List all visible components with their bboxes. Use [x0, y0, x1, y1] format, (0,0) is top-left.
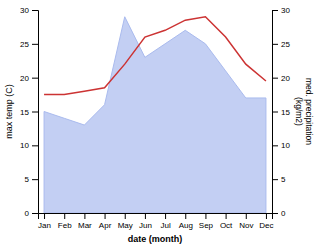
y-axis-title: max temp (C) — [4, 84, 14, 139]
tick-mark — [32, 10, 38, 11]
plot: Jan Feb Mar Apr May Jun Jul Aug Sep Oct Nov Dec 0 5 10… — [20, 6, 290, 230]
tick-mark — [226, 213, 227, 219]
tick-mark — [32, 44, 38, 45]
tick: Apr — [99, 213, 112, 230]
chart: Jan Feb Mar Apr May Jun Jul Aug Sep Oct Nov Dec 0 5 10… — [0, 0, 318, 247]
y-axis: 0 5 10 15 20 25 30 — [20, 6, 38, 218]
tick-mark — [145, 213, 146, 219]
tick-mark — [32, 112, 38, 113]
tick: May — [118, 213, 133, 230]
tick-label: Apr — [99, 221, 112, 230]
tick-mark — [272, 112, 278, 113]
tick: 0 — [272, 209, 286, 218]
tick: 20 — [20, 74, 38, 83]
tick: 0 — [25, 209, 38, 218]
axis-line — [39, 214, 273, 220]
tick-label: 0 — [25, 209, 30, 218]
tick: Jul — [160, 213, 170, 230]
tick-mark — [32, 213, 38, 214]
tick-label: 15 — [20, 108, 29, 117]
tick-label: 5 — [281, 175, 286, 184]
tick: Feb — [58, 213, 72, 230]
tick-mark — [185, 213, 186, 219]
tick-mark — [272, 179, 278, 180]
tick: 30 — [20, 6, 38, 15]
tick-label: 10 — [281, 141, 290, 150]
tick: 10 — [272, 141, 290, 150]
x-axis-title: date (month) — [128, 234, 183, 244]
tick: Dec — [259, 213, 273, 230]
tick-label: 10 — [20, 141, 29, 150]
tick-label: Jul — [160, 221, 170, 230]
tick: Sep — [199, 213, 214, 230]
tick-label: 5 — [25, 175, 30, 184]
tick-mark — [266, 213, 267, 219]
tick-mark — [205, 213, 206, 219]
axis-line — [273, 11, 279, 214]
tick-label: 0 — [281, 209, 286, 218]
tick: 15 — [272, 108, 290, 117]
tick-label: Aug — [179, 221, 193, 230]
marks — [44, 17, 266, 213]
tick-label: 25 — [20, 40, 29, 49]
tick-mark — [32, 78, 38, 79]
tick-mark — [246, 213, 247, 219]
tick: 25 — [20, 40, 38, 49]
precipitation-area — [44, 17, 266, 213]
axis-line — [32, 11, 39, 214]
tick-mark — [44, 213, 45, 219]
tick-label: Nov — [239, 221, 253, 230]
tick-mark — [64, 213, 65, 219]
tick-label: 15 — [281, 108, 290, 117]
tick: 20 — [272, 74, 290, 83]
tick-mark — [32, 145, 38, 146]
tick-mark — [84, 213, 85, 219]
tick-label: Oct — [220, 221, 233, 230]
tick-label: Jun — [139, 221, 152, 230]
tick-mark — [105, 213, 106, 219]
y2-axis: 0 5 10 15 20 25 30 — [272, 6, 290, 218]
tick-mark — [32, 179, 38, 180]
tick-mark — [272, 213, 278, 214]
tick-mark — [272, 10, 278, 11]
tick-label: May — [118, 221, 133, 230]
tick: Jan — [38, 213, 51, 230]
tick: Mar — [78, 213, 92, 230]
tick-label: Sep — [199, 221, 214, 230]
tick-label: Jan — [38, 221, 51, 230]
tick-mark — [125, 213, 126, 219]
tick-label: 25 — [281, 40, 290, 49]
tick: 10 — [20, 141, 38, 150]
tick: 5 — [272, 175, 286, 184]
tick-mark — [272, 145, 278, 146]
tick: 25 — [272, 40, 290, 49]
tick-label: 30 — [281, 6, 290, 15]
tick-label: 20 — [281, 74, 290, 83]
tick-label: Feb — [58, 221, 72, 230]
y2-axis-title: med. precipitation(kg/m2) — [294, 78, 314, 145]
tick-mark — [272, 44, 278, 45]
tick-label: 20 — [20, 74, 29, 83]
tick: Aug — [179, 213, 193, 230]
tick: Oct — [220, 213, 233, 230]
tick: Jun — [139, 213, 152, 230]
tick: 5 — [25, 175, 38, 184]
tick-label: 30 — [20, 6, 29, 15]
tick: 15 — [20, 108, 38, 117]
tick-label: Dec — [259, 221, 273, 230]
tick-mark — [165, 213, 166, 219]
tick-label: Mar — [78, 221, 92, 230]
tick: 30 — [272, 6, 290, 15]
temperature-line — [44, 17, 266, 95]
tick-mark — [272, 78, 278, 79]
x-axis: Jan Feb Mar Apr May Jun Jul Aug Sep Oct Nov Dec — [38, 213, 273, 230]
tick: Nov — [239, 213, 253, 230]
